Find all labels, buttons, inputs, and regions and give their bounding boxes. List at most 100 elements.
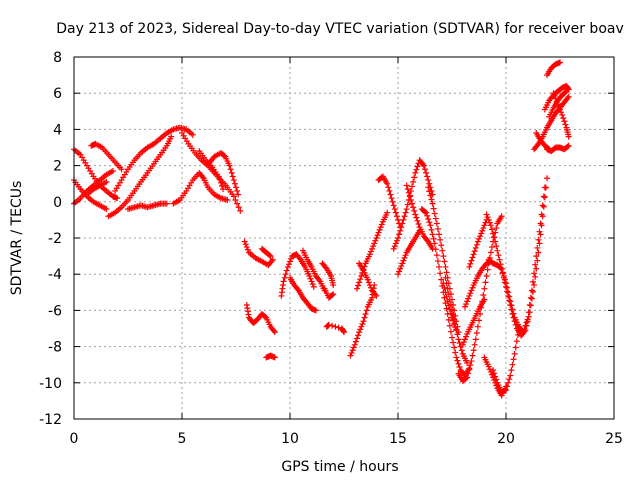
data-point bbox=[470, 347, 477, 354]
series-track-33 bbox=[440, 280, 460, 334]
data-point bbox=[388, 195, 395, 202]
data-point bbox=[444, 298, 451, 305]
data-point bbox=[540, 193, 547, 200]
data-point bbox=[363, 307, 370, 314]
data-point bbox=[365, 279, 372, 286]
data-point bbox=[500, 273, 507, 280]
data-point bbox=[450, 339, 457, 346]
y-tick-label: -6 bbox=[48, 303, 62, 319]
data-point bbox=[368, 284, 374, 291]
data-point bbox=[505, 289, 512, 296]
data-point bbox=[530, 278, 536, 285]
data-point bbox=[404, 201, 411, 208]
data-point bbox=[403, 206, 410, 213]
data-point bbox=[493, 243, 500, 250]
data-point bbox=[437, 270, 444, 277]
data-point bbox=[446, 306, 453, 313]
data-point bbox=[330, 291, 337, 298]
data-point bbox=[419, 161, 426, 168]
data-point bbox=[483, 211, 490, 218]
series-track-22 bbox=[323, 321, 347, 336]
data-point bbox=[451, 320, 458, 327]
series-track-48 bbox=[546, 88, 570, 120]
data-point bbox=[445, 302, 452, 309]
data-point bbox=[465, 370, 472, 377]
data-point bbox=[306, 273, 313, 280]
data-point bbox=[400, 216, 407, 223]
data-point bbox=[494, 247, 501, 254]
data-point bbox=[514, 331, 521, 338]
data-point bbox=[484, 214, 491, 221]
data-point bbox=[403, 182, 410, 189]
series-track-42 bbox=[544, 142, 572, 155]
data-point bbox=[467, 290, 474, 297]
data-point bbox=[392, 240, 399, 247]
data-point bbox=[479, 227, 486, 234]
data-point bbox=[509, 361, 516, 368]
series-track-39 bbox=[485, 184, 548, 336]
data-point bbox=[477, 233, 484, 240]
y-tick-label: -12 bbox=[39, 412, 62, 428]
series-track-23 bbox=[347, 282, 378, 359]
data-point bbox=[459, 341, 466, 348]
x-tick-label: 20 bbox=[497, 431, 515, 447]
data-point bbox=[360, 318, 367, 325]
data-point bbox=[461, 303, 468, 310]
data-point bbox=[491, 234, 498, 241]
data-point bbox=[432, 215, 439, 222]
data-point bbox=[484, 266, 491, 273]
data-point bbox=[429, 200, 436, 207]
data-point bbox=[564, 143, 571, 150]
data-point bbox=[410, 178, 417, 185]
data-point bbox=[434, 258, 441, 265]
data-point bbox=[492, 238, 499, 245]
data-point bbox=[527, 294, 534, 301]
data-point bbox=[310, 283, 317, 290]
data-point bbox=[280, 278, 287, 285]
data-point bbox=[396, 268, 403, 275]
data-point bbox=[406, 193, 413, 200]
data-point bbox=[396, 231, 403, 238]
data-point bbox=[294, 286, 301, 293]
series-track-17 bbox=[278, 251, 317, 299]
series-track-29 bbox=[403, 182, 436, 252]
data-point bbox=[474, 238, 481, 245]
data-point bbox=[366, 251, 373, 258]
data-point bbox=[358, 273, 365, 280]
data-point bbox=[227, 166, 234, 173]
data-point bbox=[296, 255, 303, 262]
data-point bbox=[493, 225, 500, 232]
data-point bbox=[442, 289, 449, 296]
data-point bbox=[460, 339, 467, 346]
data-point bbox=[424, 212, 431, 219]
data-point bbox=[431, 240, 438, 247]
data-point bbox=[511, 350, 518, 357]
y-tick-label: 4 bbox=[53, 122, 62, 138]
data-point bbox=[243, 244, 250, 251]
data-point bbox=[555, 103, 562, 110]
data-point bbox=[541, 194, 548, 201]
data-point bbox=[441, 258, 448, 265]
data-point bbox=[281, 274, 288, 281]
data-point bbox=[469, 254, 476, 261]
data-point bbox=[409, 200, 416, 207]
data-point bbox=[407, 196, 414, 203]
data-point bbox=[537, 220, 544, 227]
data-point bbox=[471, 341, 478, 348]
data-point bbox=[447, 328, 454, 335]
data-point bbox=[562, 121, 569, 128]
data-point bbox=[492, 373, 499, 380]
series-track-07 bbox=[112, 124, 196, 194]
data-point bbox=[233, 184, 239, 191]
data-point bbox=[534, 257, 541, 264]
data-point bbox=[425, 184, 432, 191]
data-point bbox=[476, 235, 482, 242]
data-point bbox=[424, 173, 431, 180]
data-point bbox=[370, 243, 377, 250]
data-point bbox=[444, 285, 451, 292]
data-point bbox=[440, 280, 447, 287]
data-point bbox=[532, 261, 539, 268]
data-point bbox=[285, 261, 292, 268]
data-point bbox=[398, 263, 405, 270]
